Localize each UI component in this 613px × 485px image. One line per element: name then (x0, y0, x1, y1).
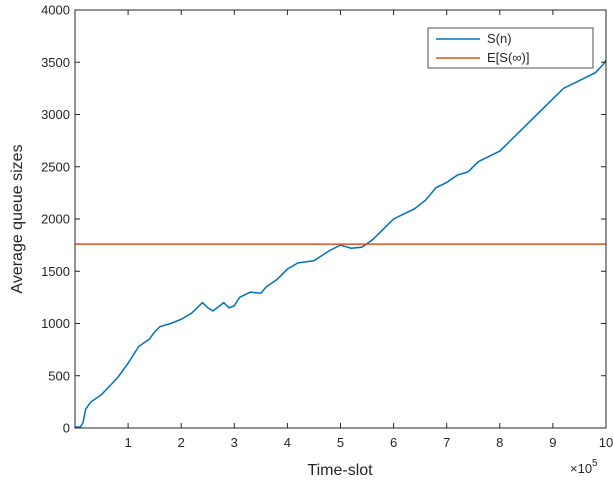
x-tick-marks (127, 10, 607, 428)
y-tick-label: 2500 (41, 159, 70, 174)
x-tick-label: 5 (337, 435, 344, 450)
x-tick-label: 4 (284, 435, 291, 450)
svg-text:5: 5 (592, 458, 598, 469)
y-tick-label: 3000 (41, 107, 70, 122)
legend-box (427, 27, 594, 69)
x-tick-label: 1 (124, 435, 131, 450)
y-tick-label: 4000 (41, 3, 70, 18)
x-tick-label: 9 (549, 435, 556, 450)
y-tick-label: 500 (48, 368, 70, 383)
y-axis-label: Average queue sizes (9, 144, 26, 293)
plot-area (74, 9, 607, 429)
y-tick-label: 1000 (41, 316, 70, 331)
svg-text:×10: ×10 (570, 461, 592, 476)
legend-label-expected-s: E[S(∞)] (487, 50, 530, 65)
y-tick-label: 0 (63, 421, 70, 436)
x-axis-label: Time-slot (307, 462, 373, 479)
series-line-0 (75, 59, 607, 428)
x-tick-label: 6 (390, 435, 397, 450)
x-tick-label: 3 (231, 435, 238, 450)
legend-label-s-n: S(n) (487, 31, 512, 46)
y-tick-label: 1500 (41, 264, 70, 279)
y-tick-marks (75, 9, 606, 429)
legend: S(n) E[S(∞)] (427, 27, 594, 69)
x-axis-multiplier: ×10 5 (570, 458, 598, 476)
y-tick-labels: 0 500 1000 1500 2000 2500 3000 3500 4000 (41, 3, 70, 436)
y-tick-label: 3500 (41, 55, 70, 70)
x-tick-label: 8 (496, 435, 503, 450)
series-layer (75, 59, 607, 428)
y-tick-label: 2000 (41, 212, 70, 227)
x-tick-label: 7 (443, 435, 450, 450)
x-tick-labels: 1 2 3 4 5 6 7 8 9 10 (124, 435, 613, 450)
x-tick-label: 10 (599, 435, 613, 450)
x-tick-label: 2 (178, 435, 185, 450)
